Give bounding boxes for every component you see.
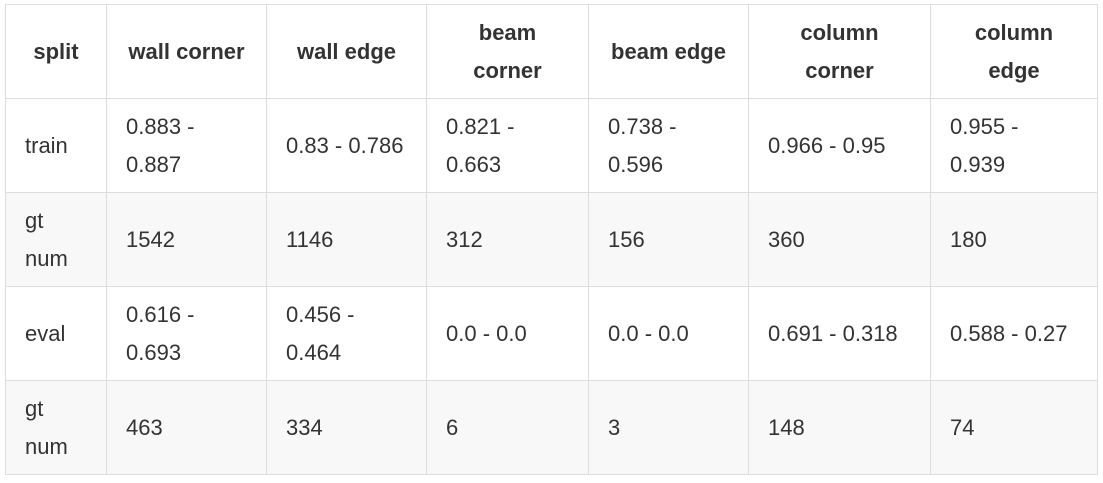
- header-split: split: [5, 4, 107, 99]
- table-cell: 0.821 - 0.663: [426, 98, 589, 193]
- table-cell: 0.955 - 0.939: [930, 98, 1098, 193]
- table-cell: 0.588 - 0.27: [930, 286, 1098, 381]
- table-cell: 0.83 - 0.786: [266, 98, 427, 193]
- table-cell: 0.738 - 0.596: [588, 98, 749, 193]
- table-cell: 360: [748, 192, 931, 287]
- table-cell: 74: [930, 380, 1098, 475]
- header-row: split wall corner wall edge beam corner …: [5, 4, 1098, 99]
- table-cell: train: [5, 98, 107, 193]
- table-row: gt num 1542 1146 312 156 360 180: [5, 192, 1098, 287]
- table-cell: 0.0 - 0.0: [588, 286, 749, 381]
- header-wall-edge: wall edge: [266, 4, 427, 99]
- table-cell: 3: [588, 380, 749, 475]
- table-cell: 148: [748, 380, 931, 475]
- header-beam-edge: beam edge: [588, 4, 749, 99]
- header-wall-corner: wall corner: [106, 4, 267, 99]
- table-cell: gt num: [5, 380, 107, 475]
- table-row: gt num 463 334 6 3 148 74: [5, 380, 1098, 475]
- table-row: train 0.883 - 0.887 0.83 - 0.786 0.821 -…: [5, 98, 1098, 193]
- table-cell: 0.0 - 0.0: [426, 286, 589, 381]
- table-cell: 6: [426, 380, 589, 475]
- table-cell: 180: [930, 192, 1098, 287]
- results-table: split wall corner wall edge beam corner …: [5, 4, 1098, 475]
- table-cell: 1146: [266, 192, 427, 287]
- table-cell: gt num: [5, 192, 107, 287]
- header-column-corner: column corner: [748, 4, 931, 99]
- table-cell: 463: [106, 380, 267, 475]
- table-row: eval 0.616 - 0.693 0.456 - 0.464 0.0 - 0…: [5, 286, 1098, 381]
- header-column-edge: column edge: [930, 4, 1098, 99]
- table-cell: eval: [5, 286, 107, 381]
- table-cell: 0.691 - 0.318: [748, 286, 931, 381]
- table-cell: 0.616 - 0.693: [106, 286, 267, 381]
- table-cell: 1542: [106, 192, 267, 287]
- header-beam-corner: beam corner: [426, 4, 589, 99]
- table-cell: 0.456 - 0.464: [266, 286, 427, 381]
- table-cell: 0.966 - 0.95: [748, 98, 931, 193]
- results-table-container: split wall corner wall edge beam corner …: [5, 4, 1098, 475]
- table-cell: 312: [426, 192, 589, 287]
- table-cell: 0.883 - 0.887: [106, 98, 267, 193]
- table-cell: 334: [266, 380, 427, 475]
- table-cell: 156: [588, 192, 749, 287]
